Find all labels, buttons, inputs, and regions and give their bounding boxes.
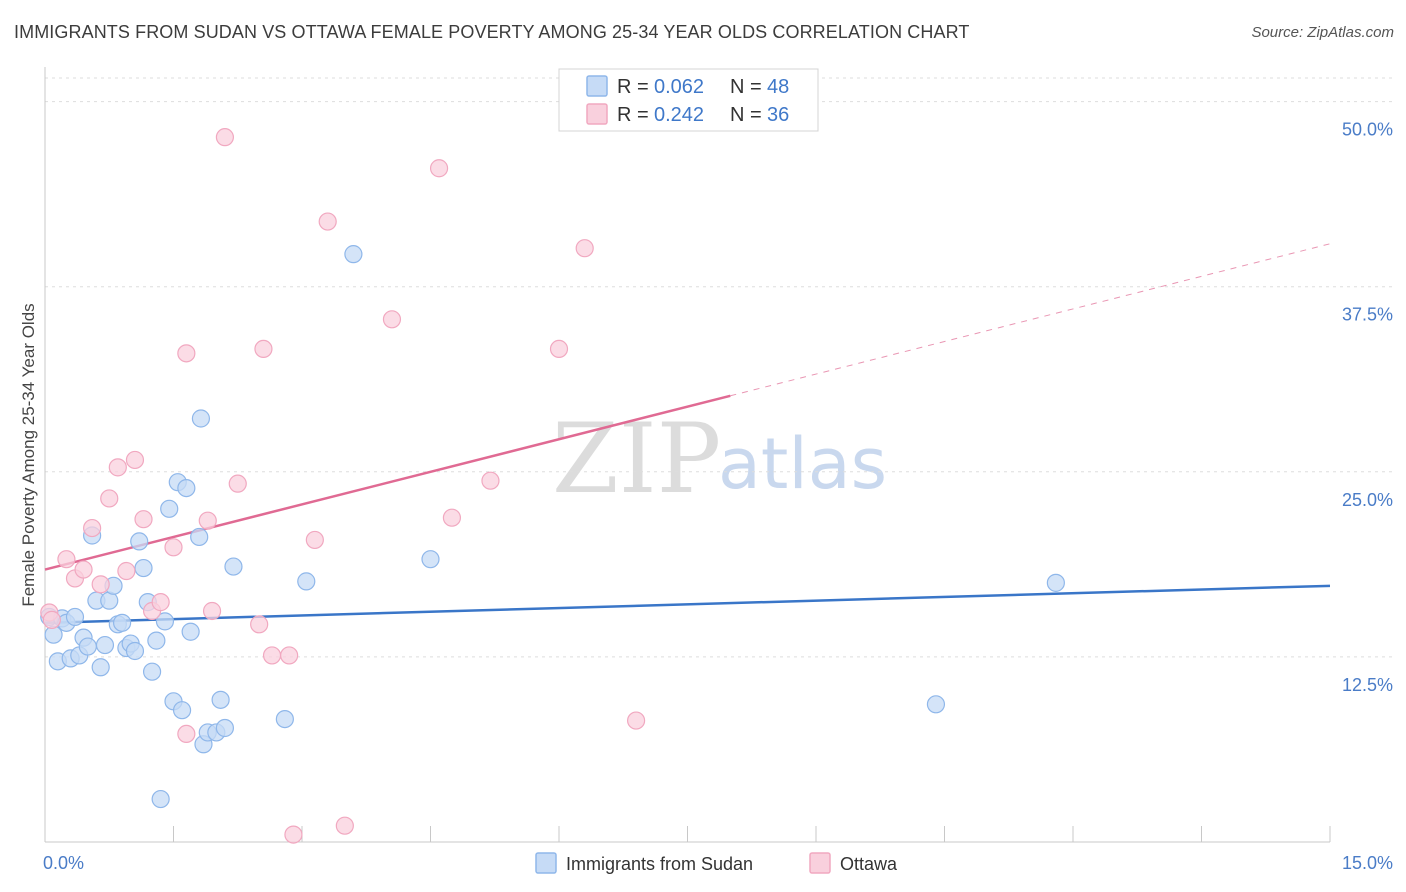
point-ottawa-22	[262, 646, 282, 665]
bottom-legend-label-ottawa: Ottawa	[840, 854, 898, 874]
point-ottawa-8	[117, 561, 136, 581]
point-ottawa-19	[228, 474, 247, 493]
point-sudan-45	[421, 550, 440, 569]
bottom-legend-swatch-ottawa	[809, 852, 831, 874]
point-sudan-32	[177, 478, 196, 498]
point-ottawa-9	[125, 450, 145, 470]
point-sudan-12	[91, 658, 110, 677]
y-tick-label-0: 12.5%	[1342, 675, 1393, 695]
point-ottawa-20	[250, 615, 269, 634]
point-ottawa-32	[549, 339, 569, 359]
bottom-legend: Immigrants from Sudan Ottawa	[535, 852, 898, 874]
y-tick-label-2: 37.5%	[1342, 305, 1393, 325]
y-tick-labels: 12.5% 25.0% 37.5% 50.0%	[1342, 120, 1393, 695]
point-sudan-39	[211, 690, 230, 709]
point-sudan-6	[65, 607, 85, 627]
x-tick-label-0: 0.0%	[43, 853, 84, 873]
legend-n-value-ottawa: 36	[767, 104, 789, 126]
trendline-sudan	[44, 584, 1331, 625]
legend-n-value-sudan: 48	[767, 76, 789, 98]
point-ottawa-18	[215, 128, 234, 147]
point-ottawa-27	[335, 816, 354, 835]
point-ottawa-15	[177, 344, 196, 363]
legend-swatch-ottawa	[586, 103, 608, 125]
point-ottawa-12	[151, 593, 170, 612]
point-ottawa-14	[177, 724, 196, 744]
legend: R = 0.062 N = 48 R = 0.242 N = 36	[558, 68, 819, 132]
legend-r-label-ottawa: R =	[617, 104, 649, 126]
point-ottawa-33	[575, 239, 594, 258]
point-ottawa-3	[74, 560, 93, 579]
point-ottawa-24	[284, 825, 303, 844]
point-sudan-42	[275, 709, 294, 729]
watermark-atlas: atlas	[718, 423, 887, 505]
point-ottawa-16	[198, 511, 217, 530]
point-sudan-31	[172, 701, 192, 720]
point-ottawa-35	[42, 610, 61, 629]
legend-n-label-sudan: N =	[730, 76, 762, 98]
point-ottawa-6	[100, 489, 119, 508]
point-sudan-9	[78, 637, 97, 656]
legend-r-value-sudan: 0.062	[654, 76, 704, 98]
legend-n-label-ottawa: N =	[730, 104, 762, 126]
chart-source: Source: ZipAtlas.com	[1251, 24, 1394, 41]
point-sudan-27	[155, 612, 175, 631]
point-sudan-13	[95, 635, 115, 655]
point-ottawa-25	[305, 530, 324, 550]
y-tick-label-1: 25.0%	[1342, 490, 1393, 510]
point-sudan-33	[181, 622, 200, 641]
point-sudan-25	[147, 631, 166, 650]
x-tick-label-1: 15.0%	[1342, 853, 1393, 873]
point-sudan-28	[160, 499, 179, 518]
point-ottawa-28	[382, 310, 402, 329]
point-ottawa-21	[254, 339, 273, 359]
point-sudan-20	[125, 641, 145, 661]
point-ottawa-5	[91, 575, 110, 594]
x-tick-labels: 0.0% 15.0%	[43, 853, 1393, 873]
point-ottawa-29	[429, 159, 449, 178]
point-ottawa-1	[57, 550, 76, 569]
point-sudan-44	[344, 245, 363, 264]
legend-r-label-sudan: R =	[617, 76, 649, 98]
point-ottawa-7	[108, 458, 127, 477]
point-sudan-47	[1046, 573, 1065, 592]
y-axis-label: Female Poverty Among 25-34 Year Olds	[19, 303, 38, 606]
legend-r-value-ottawa: 0.242	[654, 104, 704, 126]
bottom-legend-label-sudan: Immigrants from Sudan	[566, 854, 753, 874]
point-ottawa-13	[164, 538, 183, 557]
watermark-zip: ZIP	[552, 403, 721, 515]
point-sudan-35	[191, 409, 211, 428]
point-sudan-43	[297, 572, 316, 591]
point-sudan-22	[134, 558, 153, 578]
point-sudan-26	[151, 789, 170, 809]
point-ottawa-31	[481, 471, 500, 490]
point-ottawa-23	[280, 646, 299, 665]
point-sudan-24	[142, 662, 162, 681]
data-points	[40, 128, 1065, 844]
gridlines	[45, 77, 1392, 658]
point-sudan-17	[112, 613, 132, 632]
point-ottawa-17	[202, 601, 222, 621]
point-ottawa-30	[442, 508, 462, 527]
point-ottawa-4	[83, 518, 102, 538]
watermark: ZIP atlas	[552, 403, 887, 515]
bottom-legend-swatch-sudan	[535, 852, 557, 874]
point-sudan-21	[130, 532, 149, 551]
chart-title: IMMIGRANTS FROM SUDAN VS OTTAWA FEMALE P…	[14, 22, 970, 42]
axes	[44, 67, 1331, 843]
point-sudan-34	[190, 527, 209, 547]
point-sudan-40	[215, 718, 234, 738]
point-sudan-41	[224, 557, 243, 576]
trendline-ottawa	[44, 394, 731, 571]
legend-swatch-sudan	[586, 75, 608, 97]
point-ottawa-34	[626, 711, 646, 730]
point-ottawa-10	[134, 510, 153, 529]
point-ottawa-26	[318, 212, 337, 231]
point-sudan-46	[926, 695, 946, 714]
trendline-ottawa-extension	[730, 243, 1331, 397]
y-tick-label-3: 50.0%	[1342, 120, 1393, 140]
